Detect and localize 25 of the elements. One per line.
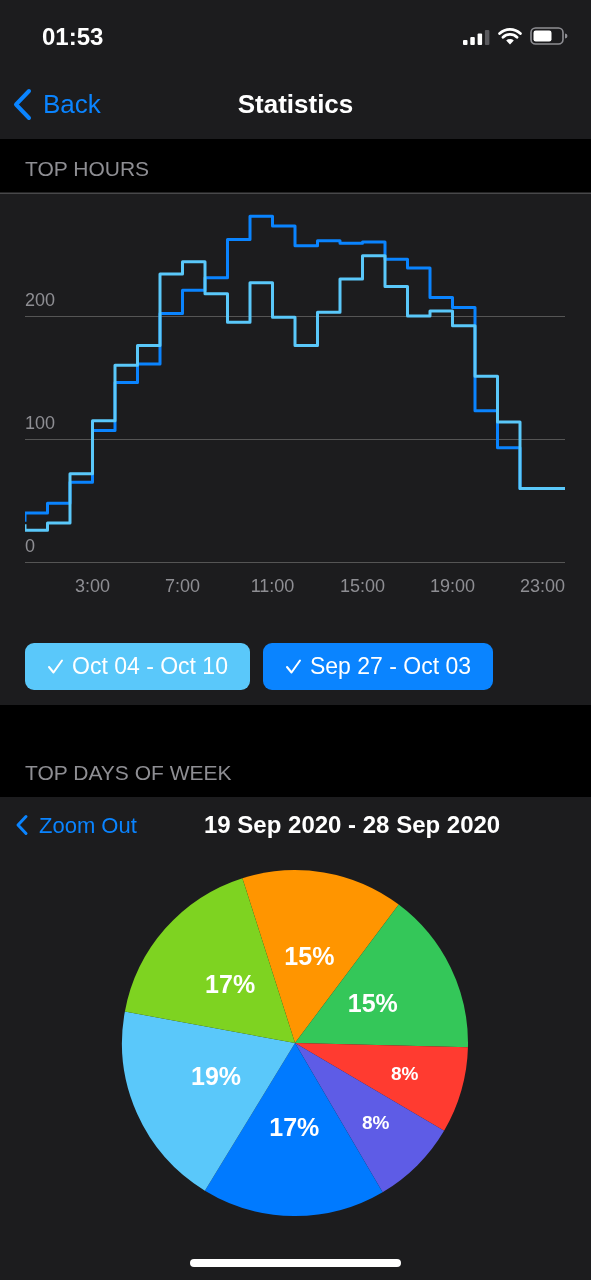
x-tick-label: 3:00 (74, 576, 111, 597)
text: Oct 04 - Oct 10 (72, 653, 228, 680)
text: Sep 27 - Oct 03 (309, 653, 472, 680)
x-tick-label: 11:00 (250, 576, 295, 597)
x-tick-label: 19:00 (429, 576, 476, 597)
x-tick-label: 23:00 (519, 576, 566, 597)
x-tick-label: 7:00 (164, 576, 201, 597)
x-tick-label: 15:00 (339, 576, 386, 597)
data-label: 15% (347, 989, 398, 1018)
chart-title: TOP HOURS (25, 157, 150, 180)
chart-title: TOP DAYS OF WEEK (25, 761, 232, 784)
data-label: 17% (205, 969, 256, 998)
text: 01:53 (42, 23, 104, 50)
y-tick-label: 0 (25, 536, 36, 557)
data-label: 19% (190, 1062, 242, 1091)
chart-subtitle: 19 Sep 2020 - 28 Sep 2020 (204, 811, 501, 838)
text: Back (43, 89, 101, 119)
data-label: 17% (269, 1113, 320, 1142)
data-label: 8% (361, 1112, 390, 1134)
data-label: 8% (391, 1062, 419, 1084)
text: Zoom Out (39, 813, 137, 838)
text: Statistics (237, 89, 354, 119)
y-tick-label: 200 (25, 289, 56, 310)
data-label: 15% (284, 941, 335, 970)
y-tick-label: 100 (25, 413, 56, 434)
